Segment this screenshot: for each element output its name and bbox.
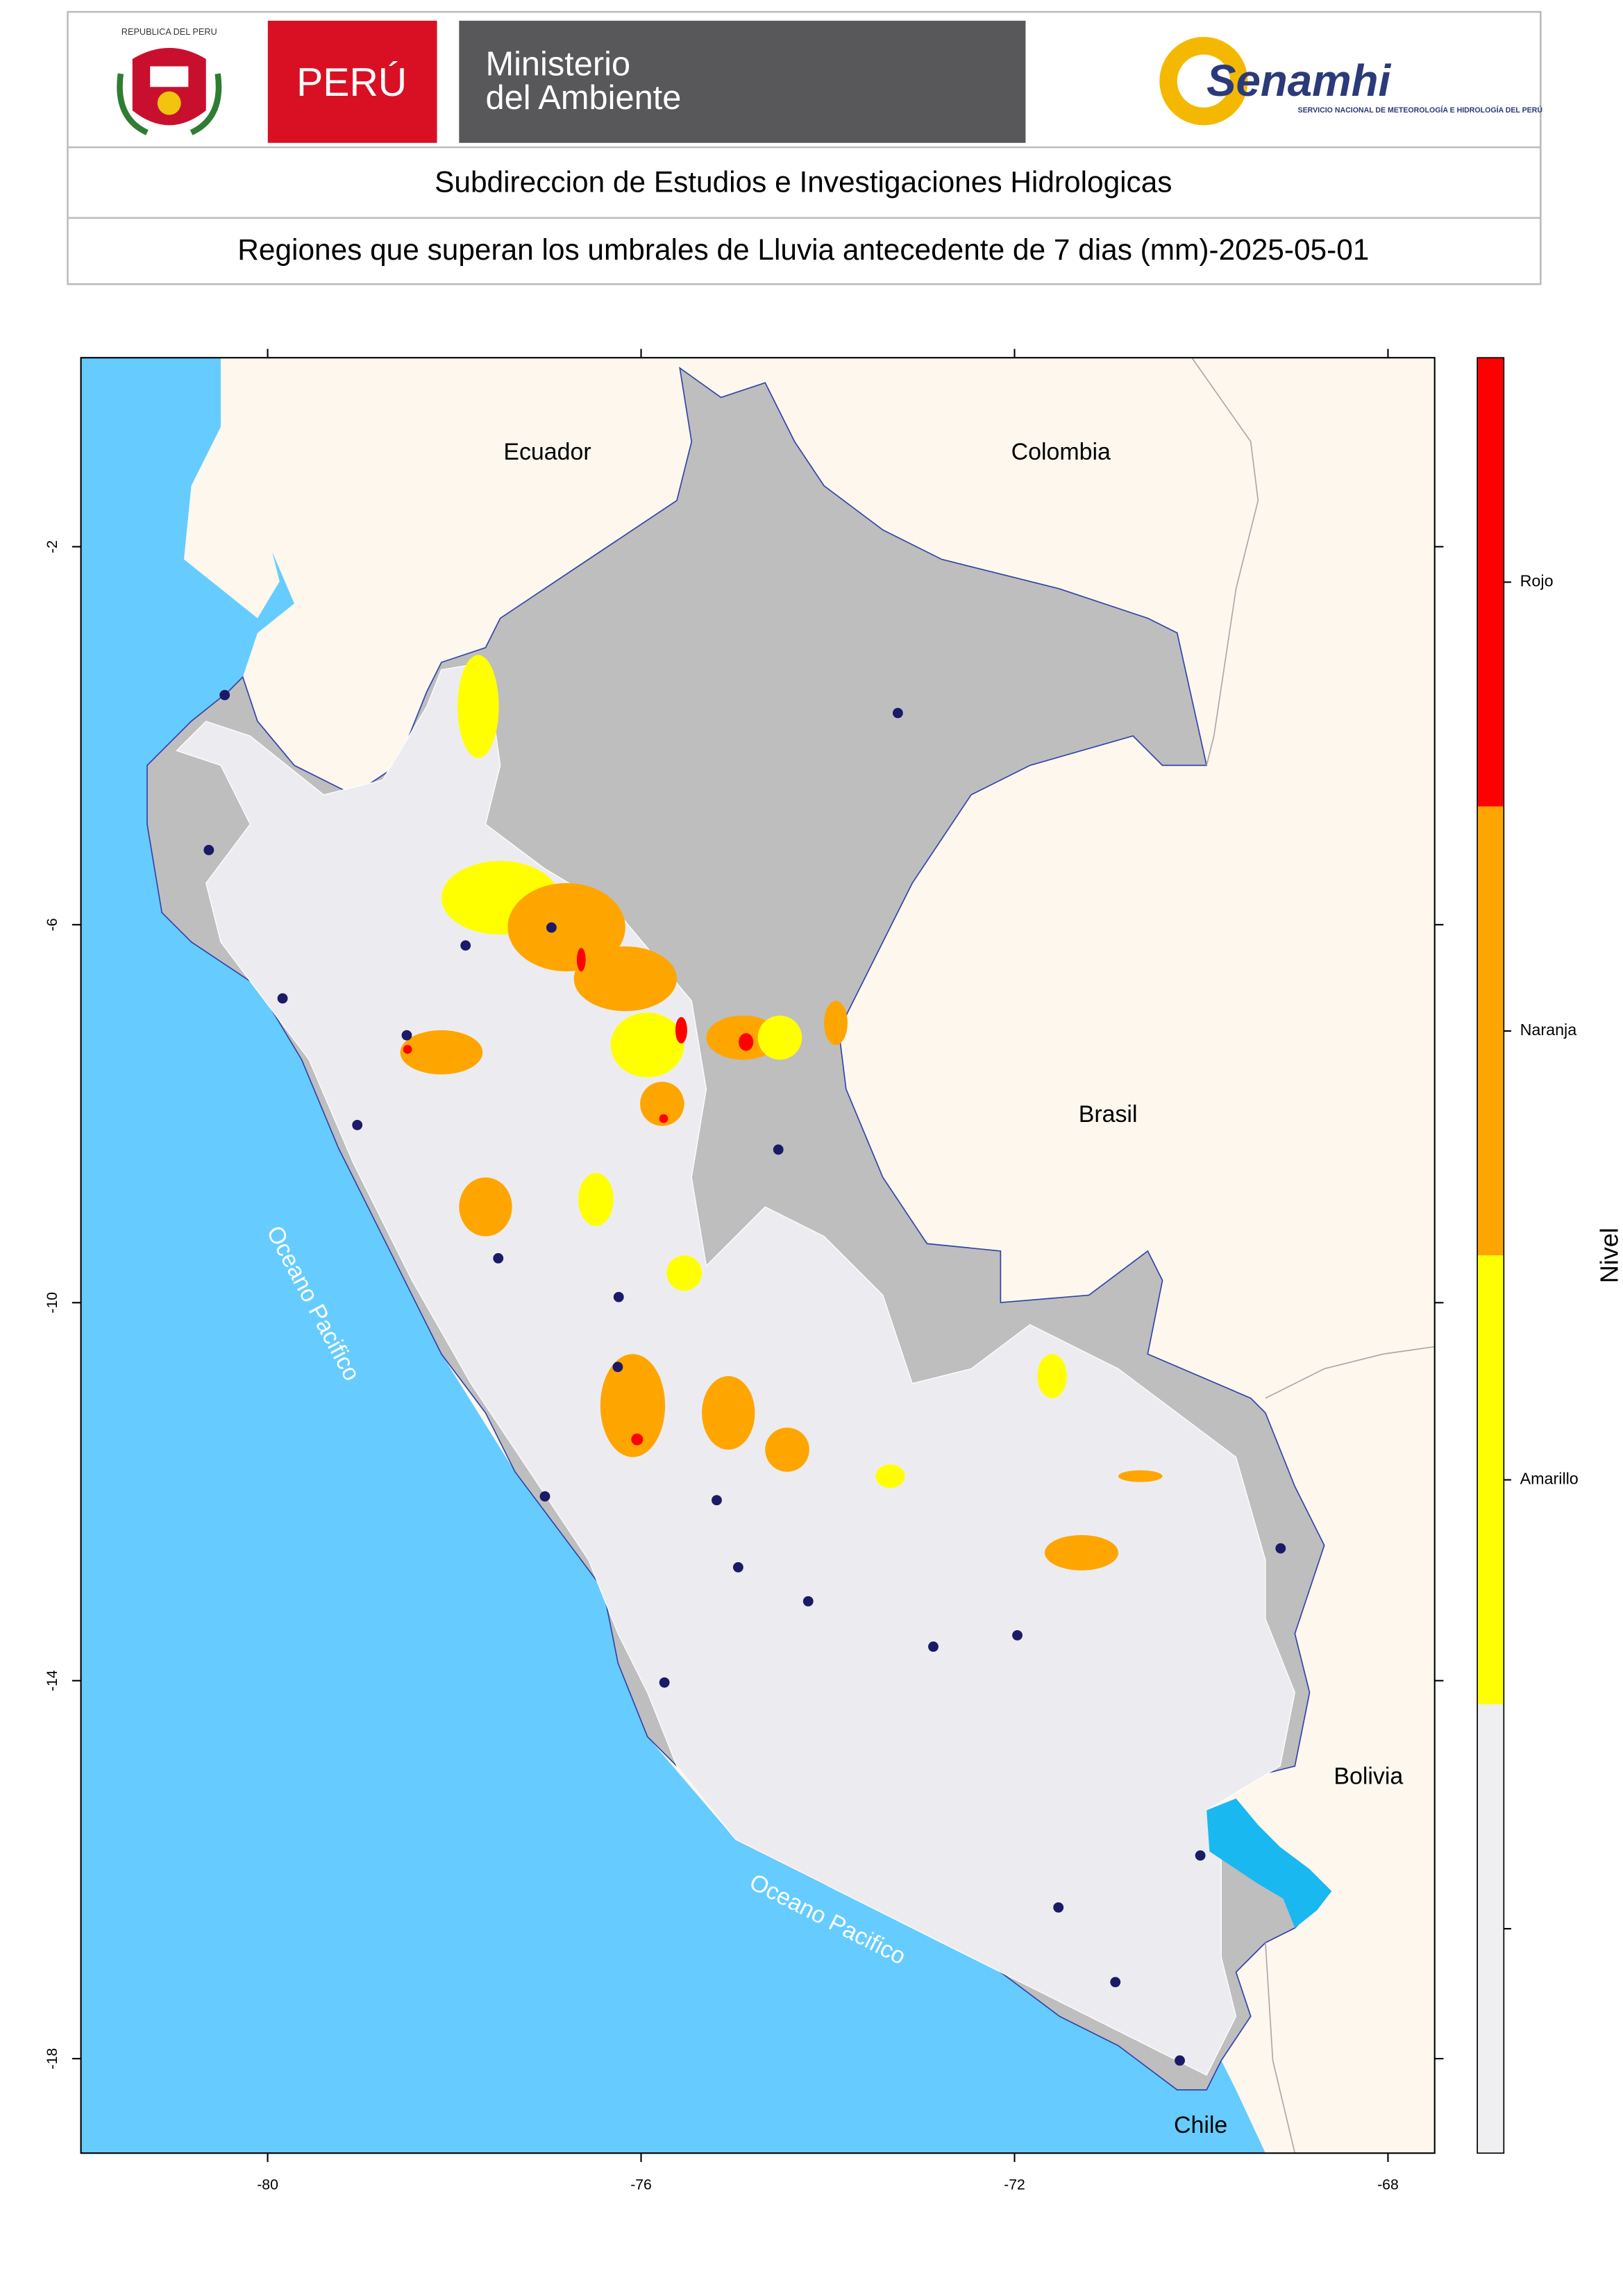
agency-name: Senamhi [1206, 56, 1391, 106]
ministry-text: del Ambiente [485, 79, 681, 117]
lake-titicaca [1206, 1798, 1332, 1928]
place-label: Colombia [1011, 439, 1111, 465]
city-point [352, 1119, 363, 1130]
city-point [460, 940, 471, 951]
y-tick-label: -14 [44, 1670, 60, 1691]
border-line [1191, 358, 1259, 766]
city-point [1012, 1629, 1023, 1641]
city-point [539, 1491, 550, 1502]
map-frame [80, 357, 1436, 2154]
colorbar-segment [1477, 1704, 1504, 2154]
city-point [1275, 1543, 1286, 1554]
colorbar-label: Naranja [1520, 1021, 1577, 1039]
x-tick-label: -68 [1377, 2177, 1399, 2193]
emblem-laurel [117, 73, 222, 135]
city-point [928, 1641, 939, 1652]
city-point [493, 1252, 504, 1264]
city-point [1195, 1850, 1206, 1861]
x-tick-label: -80 [257, 2177, 278, 2193]
map-base [81, 358, 1435, 2154]
city-point [712, 1495, 722, 1506]
colorbar-segment [1477, 358, 1504, 807]
emblem: REPUBLICA DEL PERU [117, 26, 222, 135]
colorbar-segment [1477, 806, 1504, 1256]
city-point [401, 1030, 412, 1041]
city-point [659, 1677, 670, 1688]
city-point [802, 1595, 814, 1607]
border-line [1265, 1346, 1435, 1399]
colorbar-segment [1477, 1255, 1504, 1704]
title: Regiones que superan los umbrales de Llu… [237, 233, 1369, 266]
border-line [1265, 1943, 1296, 2154]
y-tick-label: -10 [44, 1292, 60, 1314]
city-point [546, 922, 557, 933]
place-label: Ecuador [503, 439, 591, 465]
agency-tagline: SERVICIO NACIONAL DE METEOROLOGÍA E HIDR… [1298, 106, 1542, 115]
city-point [277, 993, 288, 1004]
country-text: PERÚ [296, 60, 407, 105]
y-tick-label: -18 [44, 2048, 60, 2070]
city-point [1175, 2055, 1185, 2066]
city-point [773, 1144, 784, 1155]
x-tick-label: -72 [1004, 2177, 1025, 2193]
colorbar-label: Rojo [1520, 572, 1554, 590]
city-point [219, 689, 230, 701]
logo-sun-core [1177, 54, 1231, 108]
colorbar-frame [1477, 357, 1505, 2154]
place-label: Brasil [1079, 1101, 1138, 1128]
ministry-text: Ministerio [485, 45, 630, 83]
agency-logo: Senamhi SERVICIO NACIONAL DE METEOROLOGÍ… [1159, 37, 1542, 126]
place-label: Chile [1174, 2112, 1227, 2138]
emblem-field [150, 66, 189, 87]
y-tick-label: -2 [44, 540, 60, 553]
city-point [612, 1361, 623, 1373]
emblem-text: REPUBLICA DEL PERU [121, 26, 217, 37]
emblem-cornucopia [157, 91, 181, 115]
city-point [1053, 1902, 1064, 1913]
city-point [892, 707, 903, 719]
colorbar-label: Amarillo [1520, 1470, 1579, 1488]
colorbar-title: Nivel [1595, 1227, 1623, 1283]
city-point [613, 1291, 624, 1302]
country-box [267, 20, 437, 143]
threshold-regions [400, 655, 1163, 1570]
place-label: Bolivia [1334, 1763, 1403, 1790]
andean-basins [176, 662, 1295, 2076]
ministry-box [459, 20, 1026, 143]
city-point [203, 844, 215, 855]
x-tick-label: -76 [630, 2177, 652, 2193]
y-tick-label: -6 [44, 918, 60, 931]
city-point [1110, 1977, 1121, 1988]
city-point [732, 1561, 743, 1573]
subtitle: Subdireccion de Estudios e Investigacion… [435, 165, 1172, 198]
